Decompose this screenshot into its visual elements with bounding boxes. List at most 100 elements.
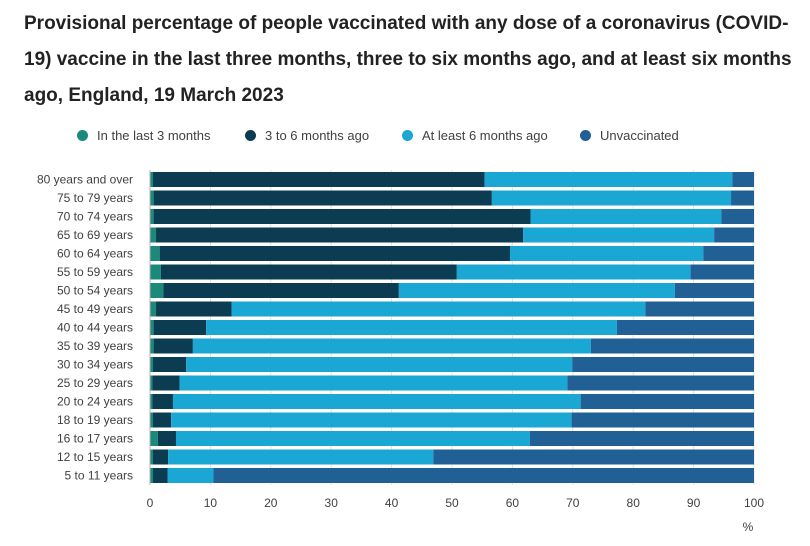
y-tick-label-50-to-54-years: 50 to 54 years xyxy=(57,284,133,298)
bar-segment-30-to-34-years-3-to-6-months xyxy=(153,357,187,372)
bar-segment-55-to-59-years-last-3-months xyxy=(150,264,161,280)
bar-segment-25-to-29-years-unvaccinated xyxy=(567,375,754,391)
legend-item-unvaccinated[interactable]: Unvaccinated xyxy=(580,124,679,146)
bar-segment-40-to-44-years-3-to-6-months xyxy=(153,320,207,335)
bar-segment-55-to-59-years-at-least-6-months xyxy=(456,264,691,280)
bar-segment-45-to-49-years-at-least-6-months xyxy=(231,301,646,317)
bar-segment-30-to-34-years-unvaccinated xyxy=(572,357,754,372)
bar-segment-65-to-69-years-last-3-months xyxy=(150,227,157,243)
legend-label-unvaccinated: Unvaccinated xyxy=(600,127,679,143)
legend-label-3-to-6-months: 3 to 6 months ago xyxy=(265,127,370,143)
x-tick-label-80: 80 xyxy=(627,496,641,510)
legend-item-last-3-months[interactable]: In the last 3 months xyxy=(77,124,210,146)
bar-segment-25-to-29-years-at-least-6-months xyxy=(179,375,568,391)
x-tick-label-70: 70 xyxy=(566,496,580,510)
bar-segment-50-to-54-years-3-to-6-months xyxy=(163,283,399,298)
legend-swatch-last-3-months xyxy=(77,129,88,141)
bar-segment-5-to-11-years-unvaccinated xyxy=(213,468,755,483)
bar-segment-65-to-69-years-3-to-6-months xyxy=(156,227,524,243)
x-tick-label-40: 40 xyxy=(385,496,399,510)
bar-segment-18-to-19-years-3-to-6-months xyxy=(153,412,172,428)
y-tick-label-16-to-17-years: 16 to 17 years xyxy=(57,432,133,446)
y-tick-label-25-to-29-years: 25 to 29 years xyxy=(57,376,133,390)
bar-segment-5-to-11-years-3-to-6-months xyxy=(153,468,168,483)
bar-segment-75-to-79-years-3-to-6-months xyxy=(153,190,492,206)
x-tick-label-0: 0 xyxy=(147,496,154,510)
bar-segment-18-to-19-years-last-3-months xyxy=(150,412,154,428)
bars xyxy=(150,172,755,483)
y-tick-label-40-to-44-years: 40 to 44 years xyxy=(57,321,133,335)
y-tick-label-75-to-79-years: 75 to 79 years xyxy=(57,191,133,205)
x-tick-label-90: 90 xyxy=(687,496,701,510)
bar-segment-80-years-and-over-last-3-months xyxy=(150,172,154,187)
bar-segment-30-to-34-years-at-least-6-months xyxy=(186,357,573,372)
bar-segment-60-to-64-years-last-3-months xyxy=(150,246,160,261)
bar-segment-12-to-15-years-at-least-6-months xyxy=(168,449,434,465)
legend-label-at-least-6-months: At least 6 months ago xyxy=(422,127,548,143)
legend-swatch-3-to-6-months xyxy=(245,129,256,141)
y-tick-label-65-to-69-years: 65 to 69 years xyxy=(57,228,133,242)
bar-segment-12-to-15-years-last-3-months xyxy=(150,449,154,465)
bar-segment-12-to-15-years-unvaccinated xyxy=(433,449,754,465)
bar-segment-45-to-49-years-last-3-months xyxy=(150,301,157,317)
bar-segment-65-to-69-years-unvaccinated xyxy=(714,227,754,243)
y-tick-label-70-to-74-years: 70 to 74 years xyxy=(57,210,133,224)
bar-segment-35-to-39-years-at-least-6-months xyxy=(192,338,591,354)
bar-segment-16-to-17-years-at-least-6-months xyxy=(175,431,530,446)
bar-segment-20-to-24-years-3-to-6-months xyxy=(152,394,173,409)
bar-segment-20-to-24-years-at-least-6-months xyxy=(172,394,581,409)
bar-segment-80-years-and-over-3-to-6-months xyxy=(153,172,485,187)
bar-segment-16-to-17-years-unvaccinated xyxy=(529,431,754,446)
bar-segment-16-to-17-years-3-to-6-months xyxy=(157,431,176,446)
bar-segment-70-to-74-years-last-3-months xyxy=(150,209,154,224)
bar-segment-50-to-54-years-at-least-6-months xyxy=(398,283,675,298)
bar-segment-65-to-69-years-at-least-6-months xyxy=(523,227,715,243)
bar-segment-18-to-19-years-at-least-6-months xyxy=(171,412,572,428)
y-tick-label-45-to-49-years: 45 to 49 years xyxy=(57,302,133,316)
chart-title: Provisional percentage of people vaccina… xyxy=(24,13,792,106)
bar-segment-40-to-44-years-at-least-6-months xyxy=(206,320,617,335)
bar-segment-16-to-17-years-last-3-months xyxy=(150,431,158,446)
bar-segment-55-to-59-years-unvaccinated xyxy=(690,264,754,280)
bar-segment-5-to-11-years-at-least-6-months xyxy=(167,468,214,483)
bar-segment-30-to-34-years-last-3-months xyxy=(150,357,154,372)
bar-segment-45-to-49-years-3-to-6-months xyxy=(156,301,232,317)
bar-segment-12-to-15-years-3-to-6-months xyxy=(153,449,169,465)
legend-item-3-to-6-months[interactable]: 3 to 6 months ago xyxy=(245,124,369,146)
bar-segment-35-to-39-years-unvaccinated xyxy=(590,338,754,354)
bar-segment-18-to-19-years-unvaccinated xyxy=(571,412,754,428)
y-tick-label-12-to-15-years: 12 to 15 years xyxy=(57,450,133,464)
axes: 0 10 20 30 40 50 60 70 80 90 100 80 years and over 7… xyxy=(37,170,764,510)
y-tick-label-5-to-11-years: 5 to 11 years xyxy=(65,469,133,483)
bar-segment-50-to-54-years-last-3-months xyxy=(150,283,164,298)
bar-segment-35-to-39-years-3-to-6-months xyxy=(153,338,193,354)
y-tick-label-55-to-59-years: 55 to 59 years xyxy=(57,265,133,279)
bar-segment-45-to-49-years-unvaccinated xyxy=(645,301,754,317)
y-tick-label-80-years-and-over: 80 years and over xyxy=(37,173,133,187)
bar-segment-80-years-and-over-unvaccinated xyxy=(732,172,754,187)
x-tick-label-30: 30 xyxy=(325,496,339,510)
bar-segment-70-to-74-years-at-least-6-months xyxy=(530,209,722,224)
bar-segment-40-to-44-years-unvaccinated xyxy=(616,320,754,335)
x-tick-label-60: 60 xyxy=(506,496,520,510)
bar-segment-40-to-44-years-last-3-months xyxy=(150,320,154,335)
bar-segment-20-to-24-years-last-3-months xyxy=(150,394,153,409)
bar-segment-75-to-79-years-at-least-6-months xyxy=(491,190,732,206)
x-tick-label-10: 10 xyxy=(204,496,218,510)
bar-segment-75-to-79-years-unvaccinated xyxy=(731,190,754,206)
bar-segment-55-to-59-years-3-to-6-months xyxy=(160,264,457,280)
bar-segment-80-years-and-over-at-least-6-months xyxy=(484,172,733,187)
x-tick-label-50: 50 xyxy=(445,496,459,510)
bar-segment-5-to-11-years-last-3-months xyxy=(150,468,154,483)
legend-item-at-least-6-months[interactable]: At least 6 months ago xyxy=(402,124,548,146)
bar-segment-25-to-29-years-3-to-6-months xyxy=(152,375,180,391)
bar-segment-25-to-29-years-last-3-months xyxy=(150,375,153,391)
bar-segment-70-to-74-years-unvaccinated xyxy=(721,209,754,224)
bar-segment-75-to-79-years-last-3-months xyxy=(150,190,154,206)
y-tick-label-35-to-39-years: 35 to 39 years xyxy=(57,339,133,353)
legend-swatch-at-least-6-months xyxy=(402,129,413,141)
y-tick-label-60-to-64-years: 60 to 64 years xyxy=(57,247,133,261)
x-tick-label-100: 100 xyxy=(744,496,764,510)
bar-segment-35-to-39-years-last-3-months xyxy=(150,338,154,354)
